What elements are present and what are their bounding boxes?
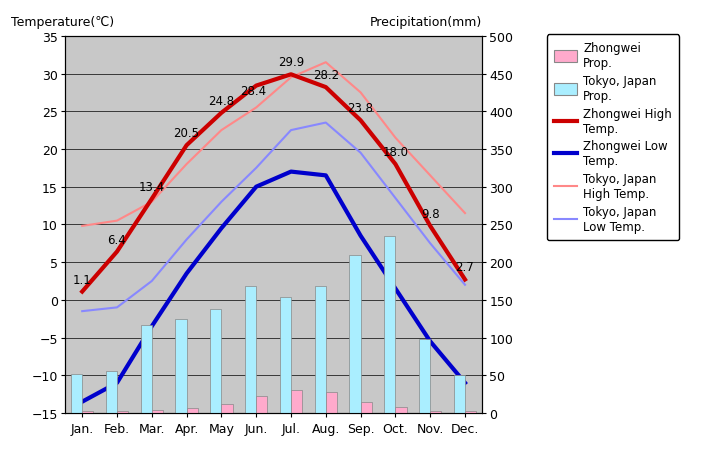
Bar xyxy=(454,375,465,413)
Text: 23.8: 23.8 xyxy=(348,102,374,115)
Bar xyxy=(210,309,222,413)
Text: 18.0: 18.0 xyxy=(382,146,408,159)
Text: 29.9: 29.9 xyxy=(278,56,304,69)
Bar xyxy=(82,412,94,413)
Text: 20.5: 20.5 xyxy=(174,127,199,140)
Bar xyxy=(106,371,117,413)
Bar xyxy=(361,403,372,413)
Bar xyxy=(419,339,431,413)
Text: 28.4: 28.4 xyxy=(240,85,266,98)
Text: 1.1: 1.1 xyxy=(73,273,91,286)
Text: 9.8: 9.8 xyxy=(421,207,439,220)
Bar xyxy=(176,319,186,413)
Text: Precipitation(mm): Precipitation(mm) xyxy=(370,16,482,29)
Bar xyxy=(349,255,361,413)
Bar xyxy=(315,286,325,413)
Bar xyxy=(431,412,441,413)
Bar xyxy=(395,407,407,413)
Text: 6.4: 6.4 xyxy=(107,233,127,246)
Bar xyxy=(291,391,302,413)
Bar xyxy=(465,412,476,413)
Bar xyxy=(384,236,395,413)
Bar xyxy=(280,297,291,413)
Text: 24.8: 24.8 xyxy=(208,95,235,107)
Text: 13.4: 13.4 xyxy=(139,180,165,193)
Text: Temperature(℃): Temperature(℃) xyxy=(11,16,114,29)
Bar xyxy=(325,392,337,413)
Legend: Zhongwei
Prop., Tokyo, Japan
Prop., Zhongwei High
Temp., Zhongwei Low
Temp., Tok: Zhongwei Prop., Tokyo, Japan Prop., Zhon… xyxy=(546,35,679,241)
Text: 2.7: 2.7 xyxy=(456,261,474,274)
Bar xyxy=(117,412,128,413)
Bar xyxy=(71,374,82,413)
Bar xyxy=(222,404,233,413)
Bar xyxy=(245,286,256,413)
Bar xyxy=(256,397,267,413)
Bar xyxy=(152,410,163,413)
Bar xyxy=(186,409,198,413)
Text: 28.2: 28.2 xyxy=(312,69,339,82)
Bar xyxy=(140,325,152,413)
